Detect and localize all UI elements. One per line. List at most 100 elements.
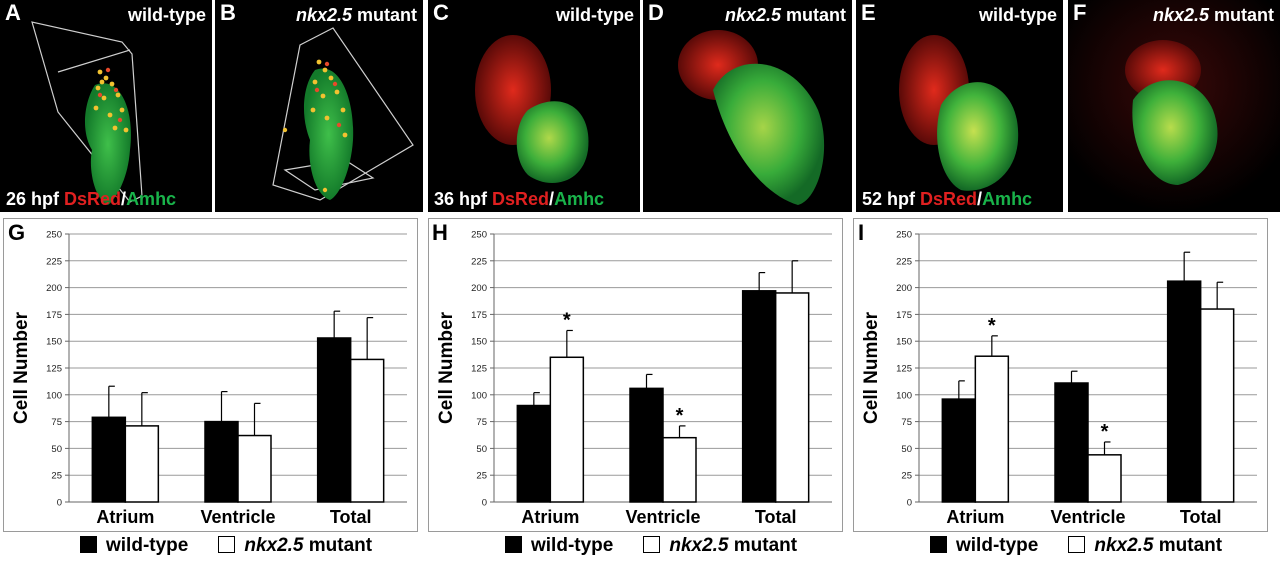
y-tick-label: 250 bbox=[471, 230, 487, 241]
x-category-label: Atrium bbox=[521, 507, 579, 527]
chart-legend-g: wild-type nkx2.5 mutant bbox=[80, 535, 402, 557]
bar-wildtype bbox=[91, 416, 127, 503]
y-tick-label: 0 bbox=[57, 498, 62, 509]
y-tick-label: 125 bbox=[46, 364, 62, 375]
heart-image-f bbox=[1068, 0, 1280, 212]
heart-image-a bbox=[31, 21, 143, 205]
panel-letter: B bbox=[220, 0, 236, 25]
x-category-label: Atrium bbox=[946, 507, 1004, 527]
legend-label-wildtype: wild-type bbox=[531, 535, 614, 556]
y-tick-label: 125 bbox=[471, 364, 487, 375]
y-tick-label: 50 bbox=[476, 444, 487, 455]
genotype-label: nkx2.5 mutant bbox=[724, 5, 846, 25]
heart-image-e bbox=[899, 35, 1019, 191]
y-tick-label: 225 bbox=[471, 256, 487, 267]
genotype-label: wild-type bbox=[555, 5, 634, 25]
significance-asterisk: * bbox=[563, 309, 571, 331]
y-axis-title: Cell Number bbox=[11, 311, 32, 424]
legend-swatch-mutant bbox=[643, 536, 661, 553]
y-tick-label: 0 bbox=[482, 498, 487, 509]
micrograph-panel-f: F nkx2.5 mutant bbox=[1068, 0, 1280, 212]
x-category-label: Ventricle bbox=[200, 507, 275, 527]
y-tick-label: 25 bbox=[901, 471, 912, 482]
micrograph-panel-c: C wild-type 36 hpf DsRed/Amhc bbox=[428, 0, 640, 212]
y-axis-title: Cell Number bbox=[861, 311, 882, 424]
genotype-label: wild-type bbox=[127, 5, 206, 25]
stage-and-stain-label: 36 hpf DsRed/Amhc bbox=[434, 189, 605, 209]
y-tick-label: 50 bbox=[901, 444, 912, 455]
legend-swatch-mutant bbox=[218, 536, 236, 553]
chart-letter-g: G bbox=[8, 220, 26, 245]
micrograph-panel-b: B nkx2.5 mutant bbox=[215, 0, 423, 212]
bar-chart-g: 0 25 50 75 100 125 150 175 200 225 250 Cell Number A… bbox=[11, 230, 407, 527]
y-tick-label: 75 bbox=[51, 417, 62, 428]
bar-chart-h: 0 25 50 75 100 125 150 175 200 225 250 Cell Number *… bbox=[436, 230, 832, 527]
chart-legend-h: wild-type nkx2.5 mutant bbox=[505, 535, 827, 557]
y-tick-label: 25 bbox=[51, 471, 62, 482]
y-tick-label: 125 bbox=[896, 364, 912, 375]
bar-chart-i: 0 25 50 75 100 125 150 175 200 225 250 Cell Number *… bbox=[861, 230, 1257, 527]
bar-mutant bbox=[349, 358, 385, 503]
y-tick-label: 100 bbox=[471, 390, 487, 401]
bar-wildtype bbox=[1054, 382, 1089, 503]
legend-swatch-wildtype bbox=[505, 536, 522, 553]
y-tick-label: 175 bbox=[46, 310, 62, 321]
bar-mutant bbox=[974, 355, 1010, 503]
bar-wildtype bbox=[516, 404, 552, 503]
y-tick-label: 225 bbox=[896, 256, 912, 267]
y-tick-label: 25 bbox=[476, 471, 487, 482]
bar-wildtype bbox=[741, 290, 777, 503]
y-tick-label: 250 bbox=[46, 230, 62, 241]
genotype-label: nkx2.5 mutant bbox=[1152, 5, 1274, 25]
y-tick-label: 50 bbox=[51, 444, 62, 455]
y-tick-label: 175 bbox=[896, 310, 912, 321]
panel-letter: C bbox=[433, 0, 449, 25]
legend-swatch-mutant bbox=[1068, 536, 1086, 553]
stage-and-stain-label: 26 hpf DsRed/Amhc bbox=[6, 189, 177, 209]
significance-asterisk: * bbox=[1101, 421, 1109, 443]
bar-mutant bbox=[662, 436, 697, 503]
stage-and-stain-label: 52 hpf DsRed/Amhc bbox=[862, 189, 1033, 209]
legend-label-mutant: nkx2.5 mutant bbox=[244, 535, 373, 556]
legend-label-mutant: nkx2.5 mutant bbox=[1094, 535, 1223, 556]
bar-mutant bbox=[549, 356, 585, 503]
panel-letter: A bbox=[5, 0, 21, 25]
y-tick-label: 100 bbox=[46, 390, 62, 401]
genotype-label: nkx2.5 mutant bbox=[295, 5, 417, 25]
significance-asterisk: * bbox=[988, 315, 996, 337]
legend-label-mutant: nkx2.5 mutant bbox=[669, 535, 798, 556]
y-tick-label: 250 bbox=[896, 230, 912, 241]
y-tick-label: 200 bbox=[46, 283, 62, 294]
panel-letter: D bbox=[648, 0, 664, 25]
legend-swatch-wildtype bbox=[80, 536, 97, 553]
y-tick-label: 100 bbox=[896, 390, 912, 401]
micrograph-panel-a: A wild-type 26 hpf DsRed/Amhc bbox=[0, 0, 212, 212]
heart-image-c bbox=[475, 35, 589, 183]
heart-image-d bbox=[678, 30, 825, 205]
bar-mutant bbox=[1199, 308, 1235, 503]
micrograph-panel-e: E wild-type 52 hpf DsRed/Amhc bbox=[856, 0, 1063, 212]
y-tick-label: 150 bbox=[896, 337, 912, 348]
x-category-label: Total bbox=[755, 507, 797, 527]
y-axis-title: Cell Number bbox=[436, 311, 457, 424]
y-tick-label: 150 bbox=[46, 337, 62, 348]
x-category-label: Atrium bbox=[96, 507, 154, 527]
x-category-label: Ventricle bbox=[1050, 507, 1125, 527]
y-tick-label: 225 bbox=[46, 256, 62, 267]
panel-letter: F bbox=[1073, 0, 1087, 25]
panel-letter: E bbox=[861, 0, 876, 25]
bar-mutant bbox=[237, 434, 272, 503]
chart-legend-i: wild-type nkx2.5 mutant bbox=[930, 535, 1252, 557]
y-tick-label: 0 bbox=[907, 498, 912, 509]
bar-wildtype bbox=[204, 420, 239, 503]
significance-asterisk: * bbox=[676, 405, 684, 427]
x-category-label: Ventricle bbox=[625, 507, 700, 527]
y-tick-label: 75 bbox=[901, 417, 912, 428]
bar-wildtype bbox=[941, 398, 977, 503]
bar-wildtype bbox=[629, 387, 664, 503]
bar-mutant bbox=[1087, 454, 1122, 503]
bar-mutant bbox=[124, 425, 160, 503]
y-tick-label: 150 bbox=[471, 337, 487, 348]
y-tick-label: 200 bbox=[471, 283, 487, 294]
genotype-label: wild-type bbox=[978, 5, 1057, 25]
